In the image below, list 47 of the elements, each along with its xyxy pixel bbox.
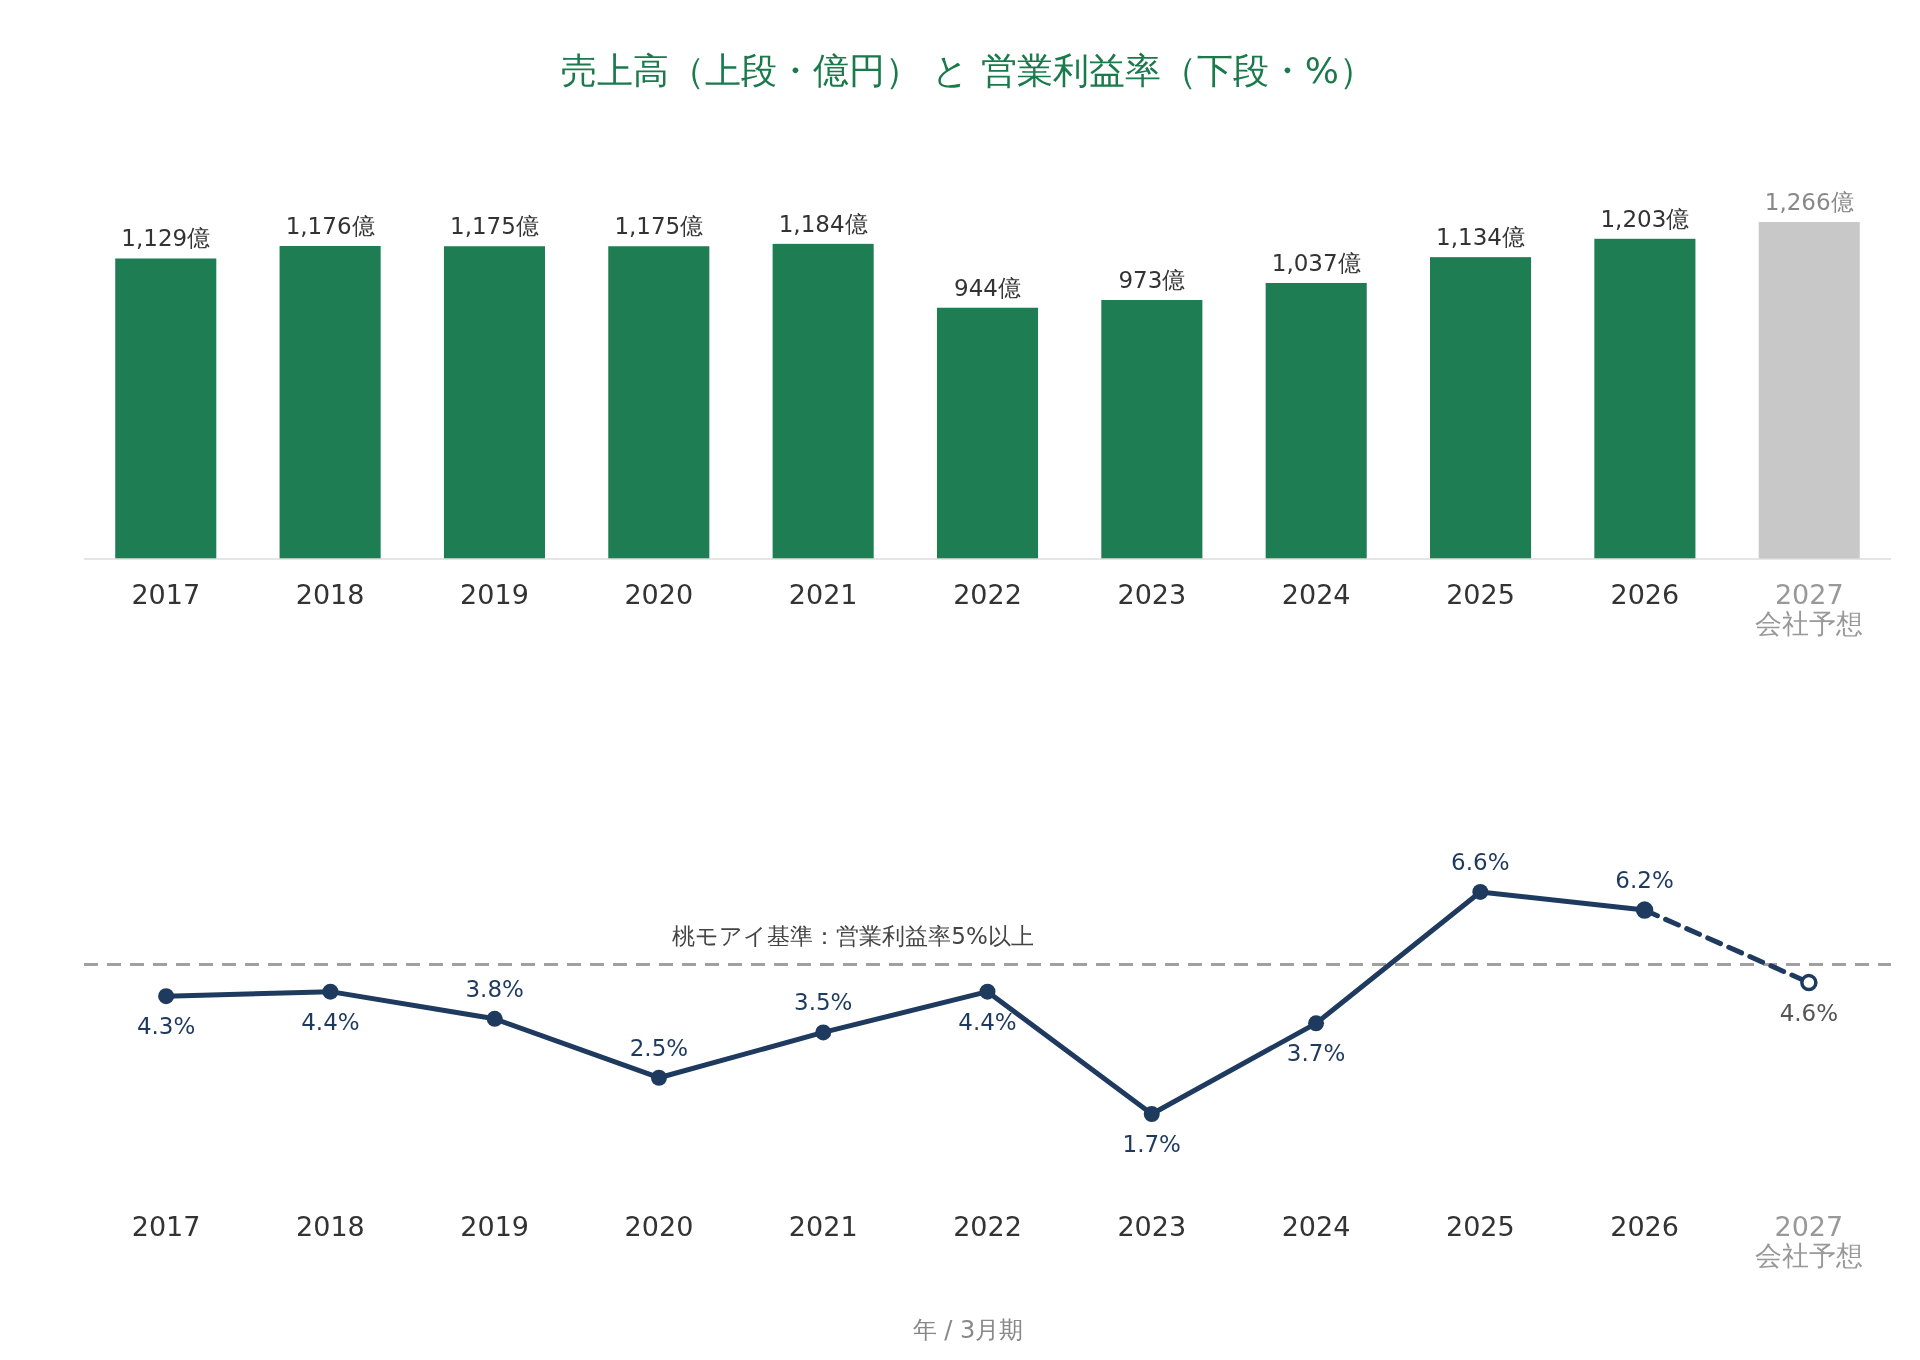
x-tick-label: 2019 (460, 579, 529, 610)
data-label: 1,184億 (778, 210, 868, 237)
data-label: 2.5% (629, 1034, 689, 1061)
data-label: 944億 (954, 274, 1021, 301)
x-tick-label: 2023 (1117, 1211, 1187, 1242)
x-tick-label: 2018 (295, 579, 365, 610)
data-label: 1,129億 (121, 225, 211, 252)
x-tick-label: 2024 (1281, 579, 1351, 610)
x-tick-label: 2020 (624, 579, 694, 610)
chart-title: 売上高（上段・億円） と 営業利益率（下段・%） (560, 50, 1376, 91)
x-tick-label: 2025 (1445, 1211, 1515, 1242)
data-label: 1,176億 (285, 212, 375, 239)
x-tick-label: 2027 会社予想 (1755, 579, 1864, 639)
x-tick-label: 2022 (953, 1211, 1022, 1242)
data-label: 3.8% (465, 975, 524, 1002)
x-tick-label: 2026 (1610, 579, 1680, 610)
data-label: 4.3% (136, 1013, 196, 1040)
data-label: 1,175億 (450, 213, 539, 240)
data-label: 1,175億 (614, 213, 704, 240)
data-label: 1,037億 (1271, 249, 1361, 276)
x-tick-label: 2027 会社予想 (1754, 1211, 1863, 1271)
data-label: 3.7% (1286, 1040, 1346, 1067)
data-label: 1,266億 (1764, 189, 1854, 216)
data-label: 3.5% (794, 989, 853, 1016)
x-tick-label: 2019 (460, 1211, 530, 1242)
data-label: 1,203億 (1600, 205, 1690, 232)
x-tick-label: 2021 (788, 579, 858, 610)
data-label: 4.4% (958, 1008, 1017, 1035)
data-label: 6.2% (1615, 867, 1674, 894)
x-tick-label: 2017 (131, 1211, 201, 1242)
x-tick-label: 2017 (131, 579, 201, 610)
x-tick-label: 2023 (1117, 579, 1187, 610)
x-tick-label: 2018 (296, 1211, 365, 1242)
x-axis-title: 年 / 3月期 (912, 1316, 1024, 1344)
x-tick-label: 2020 (624, 1211, 694, 1242)
x-tick-label: 2021 (788, 1211, 858, 1242)
data-label: 4.6% (1779, 999, 1839, 1026)
x-tick-label: 2024 (1281, 1211, 1351, 1242)
data-label: 1,134億 (1436, 224, 1525, 251)
data-label: 1.7% (1122, 1130, 1181, 1157)
ref-line-label: 桃モアイ基準：営業利益率5%以上 (672, 923, 1034, 950)
x-tick-label: 2025 (1446, 579, 1515, 610)
data-label: 6.6% (1451, 848, 1510, 875)
data-label: 973億 (1118, 267, 1186, 294)
x-tick-label: 2026 (1610, 1211, 1679, 1242)
data-label: 4.4% (301, 1008, 360, 1035)
x-tick-label: 2022 (953, 579, 1022, 610)
